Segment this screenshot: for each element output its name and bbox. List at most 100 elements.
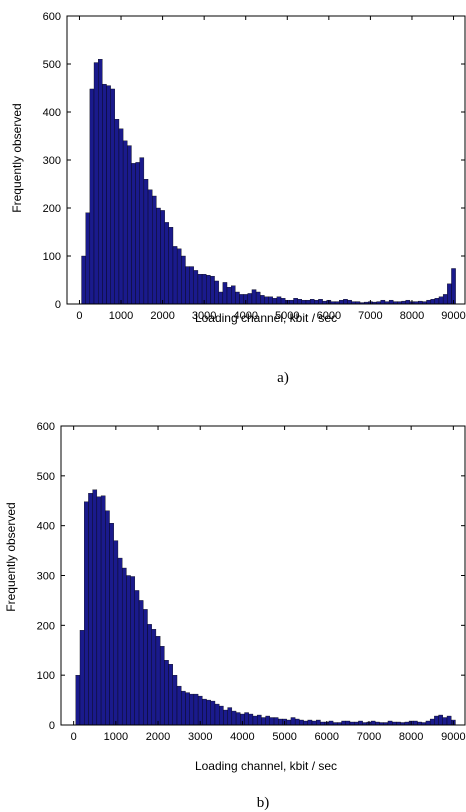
- histogram-bar: [345, 720, 351, 726]
- histogram-bar: [294, 718, 300, 726]
- histogram-bar: [268, 296, 273, 305]
- histogram-bar: [447, 283, 452, 305]
- x-tick-label: 7000: [358, 310, 382, 322]
- histogram-bar: [380, 299, 386, 305]
- histogram-bar: [172, 674, 178, 726]
- histogram-bar: [434, 298, 440, 305]
- histogram-bar: [138, 600, 144, 726]
- x-tick-label: 6000: [315, 731, 339, 743]
- y-axis-label: Frequently observed: [10, 103, 24, 212]
- histogram-bar: [343, 299, 348, 305]
- histogram-bar: [273, 717, 279, 726]
- y-tick-label: 500: [37, 471, 55, 483]
- histogram-bar: [117, 557, 123, 726]
- y-tick-label: 600: [37, 421, 55, 433]
- histogram-bar: [226, 287, 232, 305]
- histogram-bar: [197, 695, 203, 726]
- x-tick-label: 5000: [272, 731, 296, 743]
- y-tick-label: 200: [37, 620, 55, 632]
- histogram-bar: [316, 719, 321, 726]
- histogram-bar: [289, 299, 294, 305]
- histogram-bar: [84, 501, 89, 726]
- histogram-bar: [210, 700, 216, 726]
- histogram-bar: [442, 294, 448, 305]
- histogram-bar: [89, 88, 95, 305]
- x-tick-label: 9000: [441, 731, 465, 743]
- x-tick-label: 3000: [188, 731, 212, 743]
- histogram-bar: [109, 522, 114, 726]
- histogram-bar: [134, 590, 140, 726]
- histogram-bar: [202, 698, 207, 726]
- histogram-bar: [387, 720, 393, 726]
- histogram-bar: [219, 705, 224, 726]
- histogram-bar: [152, 195, 157, 305]
- histogram-bar: [425, 720, 431, 726]
- histogram-bar: [318, 299, 323, 305]
- x-tick-label: 1000: [109, 310, 133, 322]
- x-axis-label: Loading channel, kbit / sec: [195, 311, 337, 325]
- histogram-bar: [131, 163, 136, 305]
- x-tick-label: 2000: [146, 731, 170, 743]
- x-tick-label: 1000: [104, 731, 128, 743]
- histogram-bar: [442, 717, 448, 726]
- y-tick-label: 100: [43, 251, 61, 263]
- histogram-bar: [143, 179, 149, 305]
- histogram-bar: [299, 719, 304, 726]
- histogram-bar: [276, 296, 282, 305]
- histogram-bar: [434, 715, 439, 726]
- y-tick-label: 400: [37, 521, 55, 533]
- histogram-bar: [256, 714, 262, 726]
- histogram-bar: [210, 275, 215, 305]
- x-tick-label: 9000: [441, 310, 465, 322]
- histogram-bar: [189, 693, 195, 726]
- histogram-bar: [160, 210, 165, 305]
- bars: [81, 59, 456, 305]
- histogram-bar: [451, 268, 456, 305]
- histogram-bar: [235, 291, 240, 305]
- histogram-bar: [290, 717, 296, 726]
- panel-caption: a): [277, 370, 289, 386]
- x-tick-label: 8000: [400, 310, 424, 322]
- histogram-bar: [201, 274, 207, 305]
- x-tick-label: 0: [71, 731, 77, 743]
- histogram-bar: [147, 624, 152, 726]
- y-tick-label: 500: [43, 59, 61, 71]
- histogram-bar: [247, 293, 253, 305]
- histogram-bar: [139, 157, 145, 305]
- histogram-bar: [159, 646, 165, 726]
- histogram-bar: [214, 280, 219, 305]
- histogram-bar: [339, 299, 344, 305]
- histogram-bar: [227, 707, 233, 726]
- histogram-bar: [164, 222, 170, 305]
- histogram-bar: [438, 296, 444, 305]
- histogram-bar: [248, 713, 254, 726]
- histogram-bar: [309, 299, 315, 305]
- histogram-bar: [206, 699, 211, 726]
- histogram-bar: [75, 674, 81, 726]
- histogram-bar: [230, 285, 236, 305]
- histogram-bar: [272, 298, 278, 305]
- histogram-bar: [278, 718, 283, 726]
- histogram-bar: [307, 719, 313, 726]
- histogram-bar: [114, 119, 120, 305]
- histogram-bar: [81, 255, 86, 305]
- histogram-bar: [252, 715, 258, 726]
- panel-caption: b): [257, 795, 270, 811]
- histogram-bar: [280, 298, 286, 305]
- histogram-bar: [92, 489, 98, 726]
- histogram-bar: [426, 299, 431, 305]
- histogram-bar: [176, 248, 182, 305]
- histogram-bar: [189, 266, 194, 305]
- histogram-bar: [93, 62, 99, 305]
- histogram-bar: [429, 718, 435, 726]
- histogram-bar: [168, 227, 174, 305]
- histogram-bar: [85, 212, 91, 305]
- histogram-bar: [118, 128, 124, 305]
- histogram-bar: [231, 710, 237, 726]
- x-axis-label: Loading channel, kbit / sec: [195, 759, 337, 773]
- histogram-bar: [264, 296, 269, 305]
- histogram-bar: [223, 709, 228, 726]
- histogram-bar: [155, 636, 161, 726]
- histogram-bar: [147, 189, 153, 305]
- histogram-bar: [341, 720, 346, 726]
